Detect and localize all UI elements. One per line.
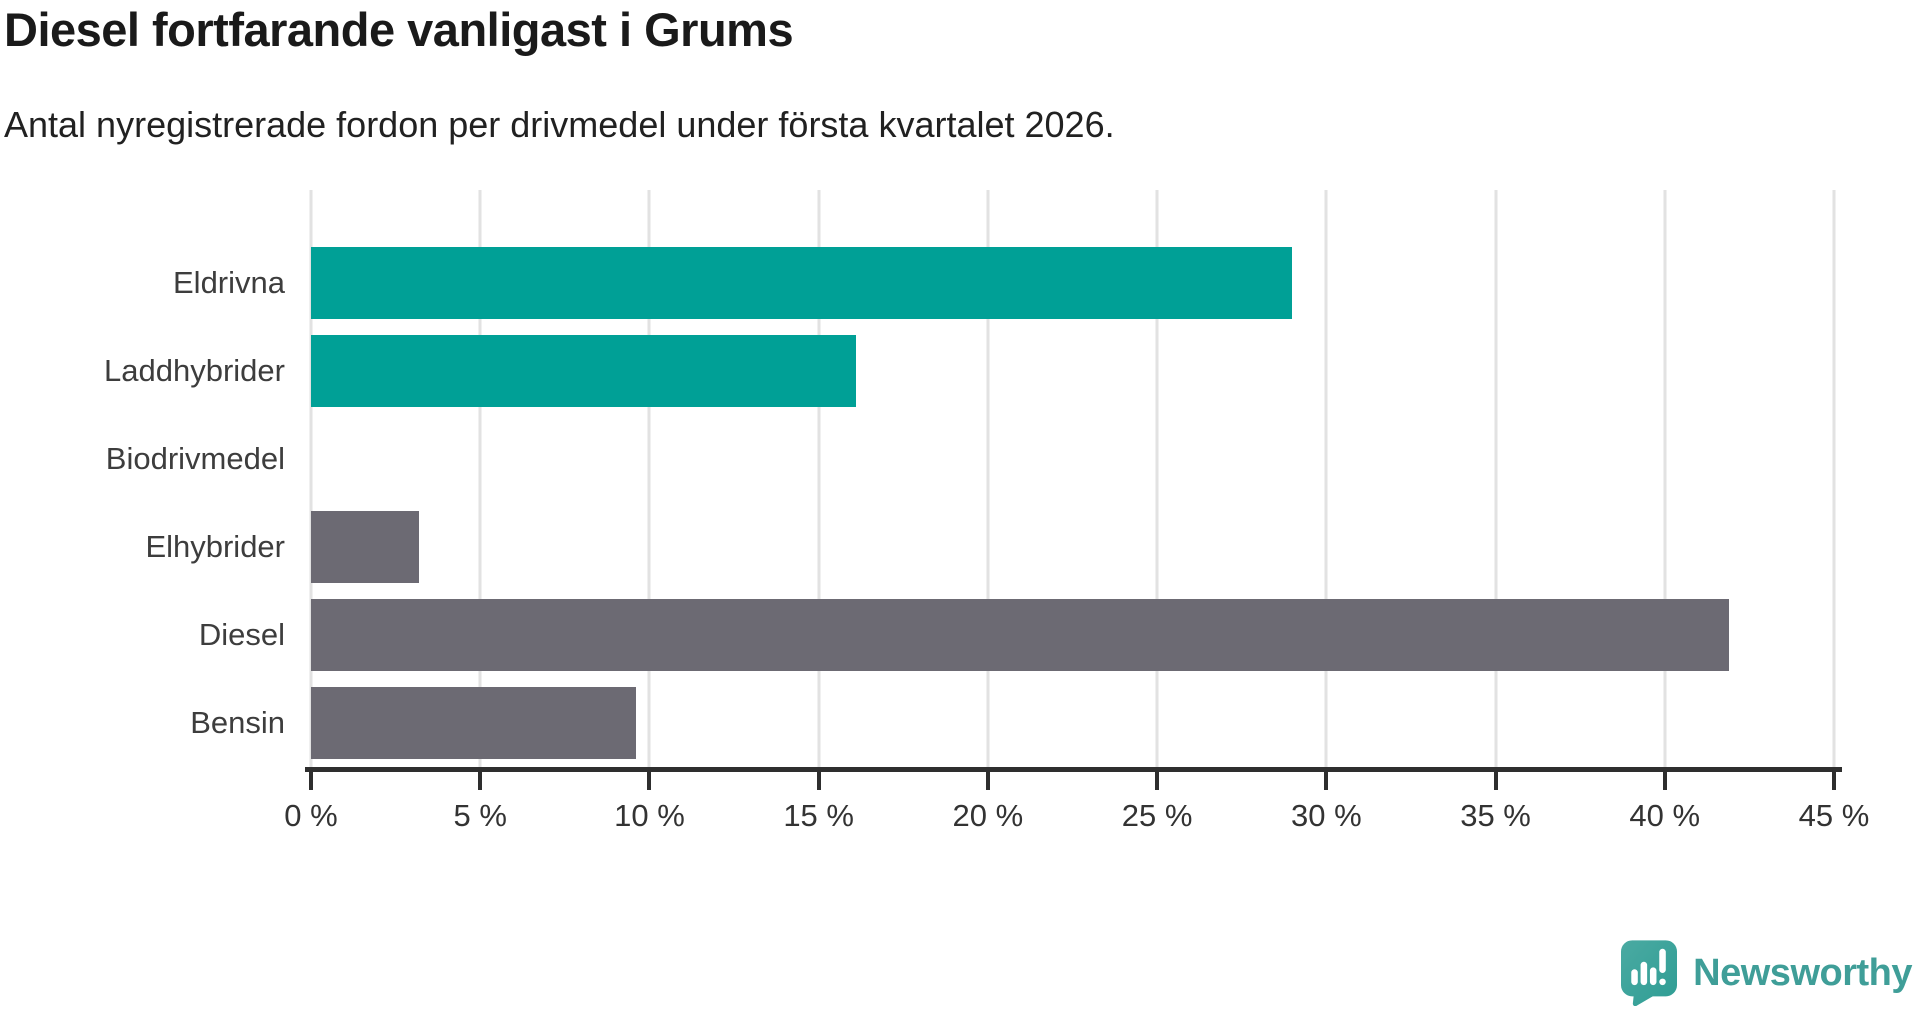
bar-row: Diesel bbox=[0, 599, 1834, 671]
x-axis-tick bbox=[1155, 771, 1160, 790]
bar-row: Biodrivmedel bbox=[0, 423, 1834, 495]
exclamation-dot bbox=[1659, 978, 1666, 986]
bar-elhybrider bbox=[311, 511, 420, 583]
category-label: Biodrivmedel bbox=[105, 441, 285, 476]
bar-rows: Eldrivna Laddhybrider Biodrivmedel Elhybrid… bbox=[0, 190, 1834, 775]
page-title: Diesel fortfarande vanligast i Grums bbox=[4, 3, 794, 56]
category-label: Eldrivna bbox=[173, 265, 285, 300]
exclamation-stem bbox=[1659, 948, 1666, 973]
x-axis-tick-label: 10 % bbox=[614, 798, 685, 833]
gridline bbox=[817, 190, 821, 767]
x-axis-tick bbox=[478, 771, 483, 790]
category-label: Diesel bbox=[198, 617, 285, 652]
bar-track bbox=[311, 599, 1834, 671]
speech-bubble-shape bbox=[1621, 940, 1678, 1006]
x-axis-tick-label: 20 % bbox=[952, 798, 1024, 833]
chart-subtitle: Antal nyregistrerade fordon per drivmede… bbox=[4, 104, 1115, 145]
bar-diesel bbox=[311, 599, 1730, 671]
gridline bbox=[1324, 190, 1328, 767]
gridline bbox=[647, 190, 651, 767]
newsworthy-logo: Newsworthy bbox=[1621, 940, 1912, 1006]
x-axis-tick bbox=[816, 771, 821, 790]
bar-glyph-3 bbox=[1650, 967, 1657, 986]
x-axis-ticks bbox=[309, 771, 1836, 790]
category-label: Elhybrider bbox=[145, 529, 285, 564]
x-axis-tick-label: 0 % bbox=[284, 798, 338, 833]
bar-track bbox=[311, 511, 1834, 583]
x-axis-tick bbox=[1662, 771, 1667, 790]
bar-glyph-1 bbox=[1631, 969, 1638, 986]
newsworthy-chart-bubble-icon bbox=[1621, 940, 1678, 1006]
bar-row: Elhybrider bbox=[0, 511, 1834, 583]
bar-track bbox=[311, 335, 1834, 407]
x-axis-tick bbox=[1324, 771, 1329, 790]
x-axis-tick bbox=[985, 771, 990, 790]
gridline bbox=[478, 190, 482, 767]
x-axis-tick bbox=[309, 771, 313, 790]
gridline bbox=[1155, 190, 1159, 767]
x-axis-tick-label: 40 % bbox=[1629, 798, 1701, 833]
x-axis-tick bbox=[1493, 771, 1498, 790]
gridline bbox=[1832, 190, 1836, 767]
x-axis-tick-label: 35 % bbox=[1460, 798, 1531, 833]
x-axis-tick-label: 30 % bbox=[1290, 798, 1362, 833]
x-axis-tick-label: 5 % bbox=[453, 798, 507, 833]
gridline bbox=[1663, 190, 1667, 767]
bar-glyph-2 bbox=[1640, 961, 1648, 986]
bar-track bbox=[311, 687, 1834, 759]
bar-track bbox=[311, 247, 1834, 319]
bar-row: Bensin bbox=[0, 687, 1834, 759]
x-axis-tick-label: 25 % bbox=[1121, 798, 1193, 833]
category-label: Bensin bbox=[190, 705, 285, 740]
x-axis-tick-label: 45 % bbox=[1798, 798, 1870, 833]
x-axis-line bbox=[305, 767, 1842, 772]
bar-chart: Eldrivna Laddhybrider Biodrivmedel Elhybrid… bbox=[0, 190, 1869, 880]
x-axis-tick-labels: 0 % 5 % 10 % 15 % 20 % 25 % 30 % 35 % 40 % 45 % bbox=[284, 798, 1869, 838]
gridline bbox=[309, 190, 313, 767]
gridline bbox=[1494, 190, 1498, 767]
bar-laddhybrider bbox=[311, 335, 856, 407]
category-label: Laddhybrider bbox=[104, 353, 285, 388]
bar-row: Eldrivna bbox=[0, 247, 1834, 319]
bar-row: Laddhybrider bbox=[0, 335, 1834, 407]
bar-track bbox=[311, 423, 1834, 495]
gridlines bbox=[309, 190, 1836, 767]
bar-bensin bbox=[311, 687, 636, 759]
newsworthy-wordmark: Newsworthy bbox=[1693, 951, 1912, 994]
x-axis-tick bbox=[1832, 771, 1836, 790]
bar-eldrivna bbox=[311, 247, 1293, 319]
x-axis-tick bbox=[647, 771, 652, 790]
x-axis-tick-label: 15 % bbox=[783, 798, 854, 833]
gridline bbox=[986, 190, 990, 767]
